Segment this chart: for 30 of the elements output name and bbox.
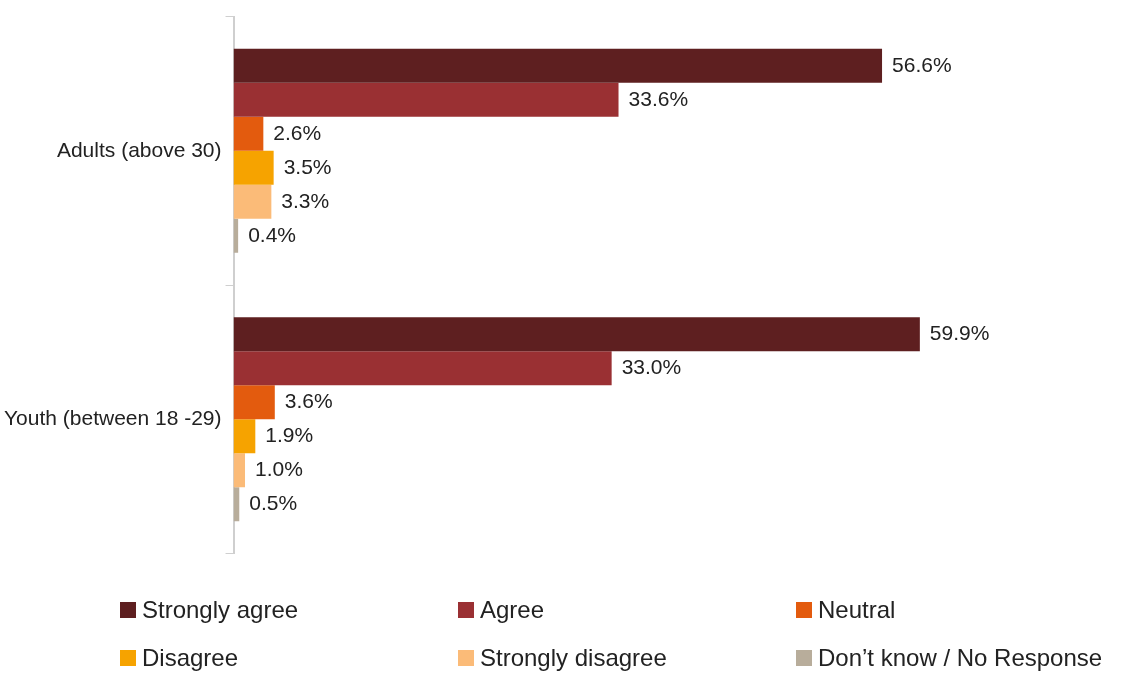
legend-label: Disagree xyxy=(142,644,239,672)
legend-label: Strongly disagree xyxy=(480,644,667,672)
legend-label: Don’t know / No Response xyxy=(818,644,1103,672)
data-label: 3.6% xyxy=(284,389,333,412)
data-label: 33.0% xyxy=(621,355,682,378)
bar xyxy=(233,317,920,352)
bar xyxy=(233,116,264,151)
bar xyxy=(233,48,883,83)
data-label: 1.0% xyxy=(255,456,303,480)
legend-label: Neutral xyxy=(818,596,896,624)
legend-label: Strongly agree xyxy=(142,596,299,624)
legend-label: Agree xyxy=(480,596,545,624)
bar xyxy=(233,385,275,420)
data-label: 2.6% xyxy=(273,120,322,144)
y-tick-label: Adults (above 30) xyxy=(56,137,222,161)
bar xyxy=(233,150,274,185)
data-label: 3.3% xyxy=(281,188,330,212)
data-label: 56.6% xyxy=(892,52,952,76)
data-label: 0.4% xyxy=(248,222,296,246)
data-label: 59.9% xyxy=(929,321,990,344)
data-label: 3.5% xyxy=(283,154,332,178)
data-label: 0.5% xyxy=(249,490,298,514)
bar xyxy=(233,82,619,117)
bar xyxy=(233,419,256,454)
bar xyxy=(233,351,612,386)
bar xyxy=(233,184,272,219)
bar xyxy=(233,453,245,488)
y-tick-label: Youth (between 18 -29) xyxy=(4,406,222,429)
data-label: 1.9% xyxy=(265,423,314,446)
data-label: 33.6% xyxy=(628,86,689,110)
